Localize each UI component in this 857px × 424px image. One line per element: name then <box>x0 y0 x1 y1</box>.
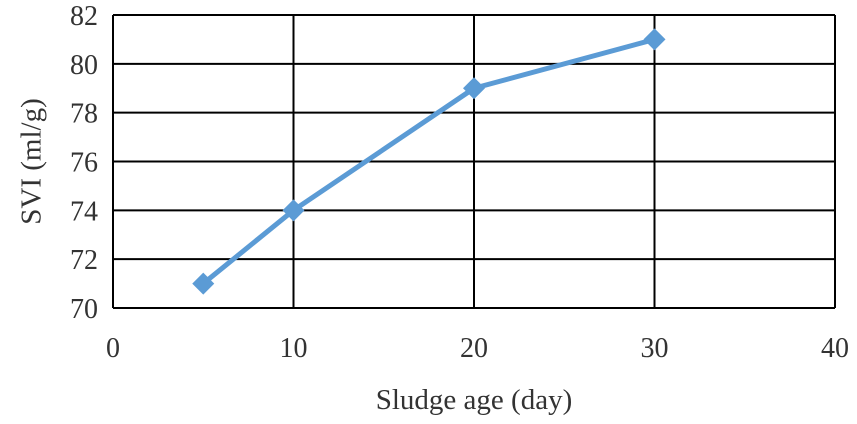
y-tick-label: 80 <box>70 50 98 81</box>
x-tick-label: 40 <box>821 333 849 364</box>
y-tick-label: 78 <box>70 99 98 130</box>
x-tick-label: 20 <box>460 333 488 364</box>
series-line <box>200 36 657 287</box>
y-tick-label: 76 <box>70 148 98 179</box>
data-point-marker <box>282 199 305 222</box>
x-axis-title: Sludge age (day) <box>376 384 573 416</box>
data-point-marker <box>192 272 215 295</box>
series <box>192 28 666 295</box>
tick-labels: 70 72 74 76 78 80 82 0 10 20 30 40 <box>70 1 849 364</box>
x-tick-label: 30 <box>641 333 669 364</box>
x-tick-label: 10 <box>280 333 308 364</box>
y-tick-label: 72 <box>70 245 98 276</box>
y-tick-label: 82 <box>70 1 98 32</box>
y-tick-label: 70 <box>70 294 98 325</box>
y-axis-title: SVI (ml/g) <box>16 98 48 224</box>
grid <box>112 14 836 309</box>
y-tick-label: 74 <box>70 196 98 227</box>
data-point-marker <box>463 77 485 100</box>
x-tick-label: 0 <box>106 333 120 364</box>
data-point-marker <box>643 28 666 51</box>
